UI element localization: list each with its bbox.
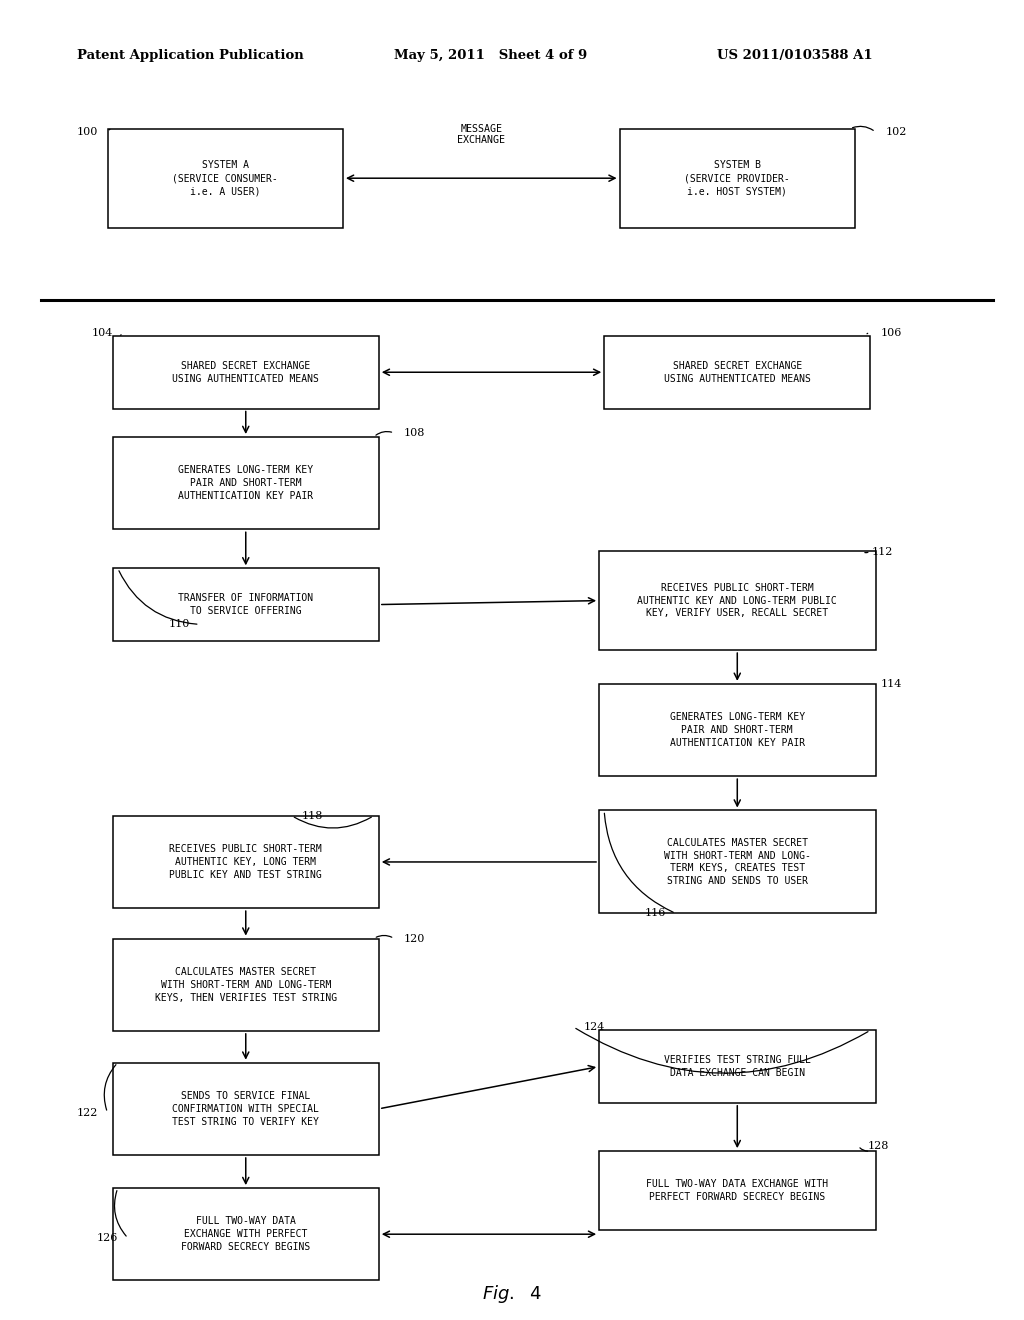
Bar — [599, 1151, 876, 1230]
Bar — [113, 568, 379, 640]
Text: US 2011/0103588 A1: US 2011/0103588 A1 — [717, 49, 872, 62]
Bar — [113, 1063, 379, 1155]
Text: $\it{Fig.}$  $\it{4}$: $\it{Fig.}$ $\it{4}$ — [482, 1283, 542, 1304]
Bar — [113, 335, 379, 409]
Bar — [599, 684, 876, 776]
Text: MESSAGE
EXCHANGE: MESSAGE EXCHANGE — [458, 124, 505, 145]
Text: 104: 104 — [92, 327, 113, 338]
Bar — [108, 129, 343, 227]
Text: 128: 128 — [868, 1140, 889, 1151]
Text: VERIFIES TEST STRING FULL
DATA EXCHANGE CAN BEGIN: VERIFIES TEST STRING FULL DATA EXCHANGE … — [664, 1055, 811, 1078]
Text: CALCULATES MASTER SECRET
WITH SHORT-TERM AND LONG-
TERM KEYS, CREATES TEST
STRIN: CALCULATES MASTER SECRET WITH SHORT-TERM… — [664, 838, 811, 886]
Text: 114: 114 — [881, 678, 901, 689]
Text: 118: 118 — [302, 810, 323, 821]
Text: RECEIVES PUBLIC SHORT-TERM
AUTHENTIC KEY, LONG TERM
PUBLIC KEY AND TEST STRING: RECEIVES PUBLIC SHORT-TERM AUTHENTIC KEY… — [169, 845, 323, 879]
Text: CALCULATES MASTER SECRET
WITH SHORT-TERM AND LONG-TERM
KEYS, THEN VERIFIES TEST : CALCULATES MASTER SECRET WITH SHORT-TERM… — [155, 968, 337, 1002]
Text: RECEIVES PUBLIC SHORT-TERM
AUTHENTIC KEY AND LONG-TERM PUBLIC
KEY, VERIFY USER, : RECEIVES PUBLIC SHORT-TERM AUTHENTIC KEY… — [637, 583, 838, 618]
Text: GENERATES LONG-TERM KEY
PAIR AND SHORT-TERM
AUTHENTICATION KEY PAIR: GENERATES LONG-TERM KEY PAIR AND SHORT-T… — [670, 713, 805, 747]
Text: 122: 122 — [77, 1107, 97, 1118]
Bar — [604, 335, 870, 409]
Bar — [113, 816, 379, 908]
Text: 116: 116 — [645, 908, 666, 919]
Text: SHARED SECRET EXCHANGE
USING AUTHENTICATED MEANS: SHARED SECRET EXCHANGE USING AUTHENTICAT… — [664, 360, 811, 384]
Bar — [599, 810, 876, 913]
Text: 124: 124 — [584, 1022, 604, 1032]
Text: GENERATES LONG-TERM KEY
PAIR AND SHORT-TERM
AUTHENTICATION KEY PAIR: GENERATES LONG-TERM KEY PAIR AND SHORT-T… — [178, 466, 313, 500]
Text: 106: 106 — [881, 327, 901, 338]
Bar — [599, 552, 876, 649]
Text: 100: 100 — [77, 127, 97, 137]
Text: SYSTEM B
(SERVICE PROVIDER-
i.e. HOST SYSTEM): SYSTEM B (SERVICE PROVIDER- i.e. HOST SY… — [684, 161, 791, 195]
Bar — [113, 437, 379, 529]
Text: 120: 120 — [404, 933, 425, 944]
Text: 108: 108 — [404, 428, 425, 438]
Bar — [599, 1030, 876, 1104]
Text: 126: 126 — [97, 1233, 118, 1243]
Text: SHARED SECRET EXCHANGE
USING AUTHENTICATED MEANS: SHARED SECRET EXCHANGE USING AUTHENTICAT… — [172, 360, 319, 384]
Bar — [113, 1188, 379, 1280]
Text: 102: 102 — [886, 127, 906, 137]
Text: FULL TWO-WAY DATA EXCHANGE WITH
PERFECT FORWARD SECRECY BEGINS: FULL TWO-WAY DATA EXCHANGE WITH PERFECT … — [646, 1179, 828, 1203]
Text: FULL TWO-WAY DATA
EXCHANGE WITH PERFECT
FORWARD SECRECY BEGINS: FULL TWO-WAY DATA EXCHANGE WITH PERFECT … — [181, 1217, 310, 1251]
Text: May 5, 2011   Sheet 4 of 9: May 5, 2011 Sheet 4 of 9 — [394, 49, 588, 62]
Text: TRANSFER OF INFORMATION
TO SERVICE OFFERING: TRANSFER OF INFORMATION TO SERVICE OFFER… — [178, 593, 313, 616]
Bar — [620, 129, 855, 227]
Text: SYSTEM A
(SERVICE CONSUMER-
i.e. A USER): SYSTEM A (SERVICE CONSUMER- i.e. A USER) — [172, 161, 279, 195]
Text: 110: 110 — [169, 619, 189, 630]
Text: 112: 112 — [872, 546, 893, 557]
Text: SENDS TO SERVICE FINAL
CONFIRMATION WITH SPECIAL
TEST STRING TO VERIFY KEY: SENDS TO SERVICE FINAL CONFIRMATION WITH… — [172, 1092, 319, 1126]
Bar — [113, 939, 379, 1031]
Text: Patent Application Publication: Patent Application Publication — [77, 49, 303, 62]
